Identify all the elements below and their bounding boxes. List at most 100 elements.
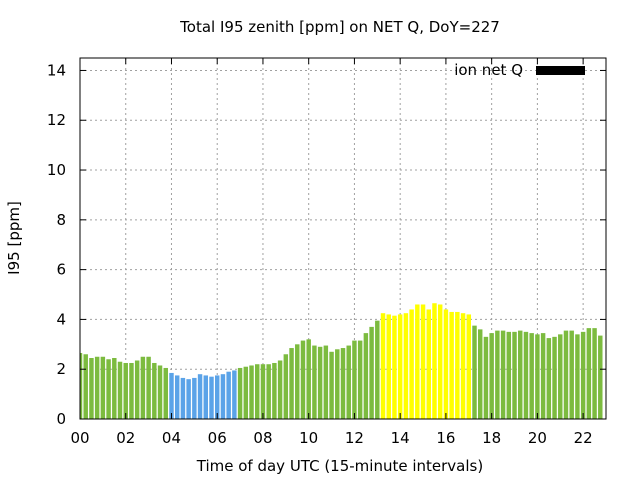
bar bbox=[437, 304, 443, 419]
bar bbox=[249, 365, 254, 419]
x-tick-label: 18 bbox=[482, 429, 501, 447]
legend: ion net Q bbox=[454, 61, 585, 79]
bar bbox=[489, 333, 494, 419]
y-tick-label: 12 bbox=[47, 111, 66, 129]
legend-swatch bbox=[536, 66, 585, 75]
bar bbox=[375, 320, 380, 419]
bar bbox=[232, 370, 237, 419]
bar bbox=[512, 331, 517, 419]
x-tick-label: 22 bbox=[574, 429, 593, 447]
bar bbox=[409, 309, 414, 419]
x-tick-label: 00 bbox=[70, 429, 89, 447]
x-tick-label: 20 bbox=[528, 429, 547, 447]
bar bbox=[552, 336, 557, 419]
bar bbox=[580, 331, 586, 419]
bar bbox=[500, 330, 506, 419]
y-tick-label: 0 bbox=[56, 410, 66, 428]
bar bbox=[312, 345, 317, 419]
y-tick-label: 4 bbox=[56, 310, 66, 328]
bar bbox=[169, 372, 174, 419]
bar bbox=[243, 366, 249, 419]
bar bbox=[586, 328, 592, 419]
bar bbox=[523, 331, 529, 419]
bar bbox=[80, 353, 83, 419]
bar bbox=[449, 311, 454, 419]
y-tick-label: 8 bbox=[56, 211, 66, 229]
bar bbox=[477, 329, 483, 419]
bar bbox=[129, 362, 134, 419]
x-axis-label: Time of day UTC (15-minute intervals) bbox=[196, 457, 483, 475]
bar bbox=[317, 346, 323, 419]
bar bbox=[363, 333, 369, 419]
bar bbox=[220, 374, 226, 419]
y-tick-label: 2 bbox=[56, 360, 66, 378]
x-tick-label: 12 bbox=[345, 429, 364, 447]
bar bbox=[575, 334, 580, 419]
x-tick-label: 08 bbox=[253, 429, 272, 447]
bar bbox=[432, 303, 437, 419]
bar bbox=[174, 375, 180, 419]
bar bbox=[289, 348, 294, 419]
bar bbox=[592, 328, 597, 419]
bar bbox=[192, 377, 197, 419]
bar bbox=[277, 360, 283, 419]
bar bbox=[335, 349, 340, 419]
bar bbox=[329, 351, 334, 419]
chart-title: Total I95 zenith [ppm] on NET Q, DoY=227 bbox=[179, 18, 500, 36]
bar bbox=[540, 333, 546, 419]
bar bbox=[403, 313, 409, 419]
bar bbox=[357, 340, 363, 419]
bar bbox=[106, 359, 111, 419]
y-axis-label: I95 [ppm] bbox=[5, 201, 23, 275]
bar bbox=[415, 304, 420, 419]
bar bbox=[237, 367, 243, 419]
bar bbox=[83, 354, 88, 419]
bar bbox=[152, 362, 157, 419]
bar bbox=[346, 345, 351, 419]
x-tick-label: 06 bbox=[208, 429, 227, 447]
bar bbox=[157, 365, 163, 419]
bar bbox=[340, 348, 346, 419]
bar bbox=[226, 371, 231, 419]
bar bbox=[260, 364, 266, 419]
bar bbox=[466, 314, 472, 419]
bar bbox=[123, 362, 128, 419]
bar bbox=[558, 334, 563, 419]
bar bbox=[272, 362, 277, 419]
legend-label: ion net Q bbox=[454, 61, 523, 79]
bar bbox=[209, 376, 214, 419]
bar bbox=[426, 309, 431, 419]
y-tick-label: 10 bbox=[47, 161, 66, 179]
bar bbox=[146, 356, 151, 419]
bar bbox=[546, 338, 552, 419]
bar bbox=[163, 367, 168, 419]
bar bbox=[117, 361, 123, 419]
bar bbox=[134, 360, 140, 419]
y-tick-labels: 0 2 4 6 8 10 12 14 bbox=[47, 61, 66, 428]
x-tick-label: 14 bbox=[391, 429, 410, 447]
bar bbox=[140, 356, 146, 419]
bar bbox=[443, 309, 449, 419]
bar bbox=[266, 364, 271, 419]
bar bbox=[563, 330, 569, 419]
bar bbox=[506, 331, 512, 419]
plot-frame bbox=[79, 57, 607, 420]
bar bbox=[397, 314, 403, 419]
bar bbox=[306, 339, 311, 419]
bar bbox=[100, 356, 106, 419]
x-tick-labels: 00 02 04 06 08 10 12 14 16 18 20 22 bbox=[70, 429, 592, 447]
bar bbox=[214, 375, 220, 419]
bar bbox=[300, 340, 306, 419]
bar bbox=[455, 311, 460, 419]
bars bbox=[80, 303, 603, 419]
bar bbox=[495, 330, 500, 419]
bar bbox=[483, 336, 489, 419]
bar bbox=[94, 356, 100, 419]
bar bbox=[598, 335, 603, 419]
bar bbox=[112, 358, 117, 419]
bar bbox=[472, 325, 477, 419]
bar bbox=[180, 377, 186, 419]
bar bbox=[186, 379, 191, 419]
bar bbox=[89, 358, 94, 419]
